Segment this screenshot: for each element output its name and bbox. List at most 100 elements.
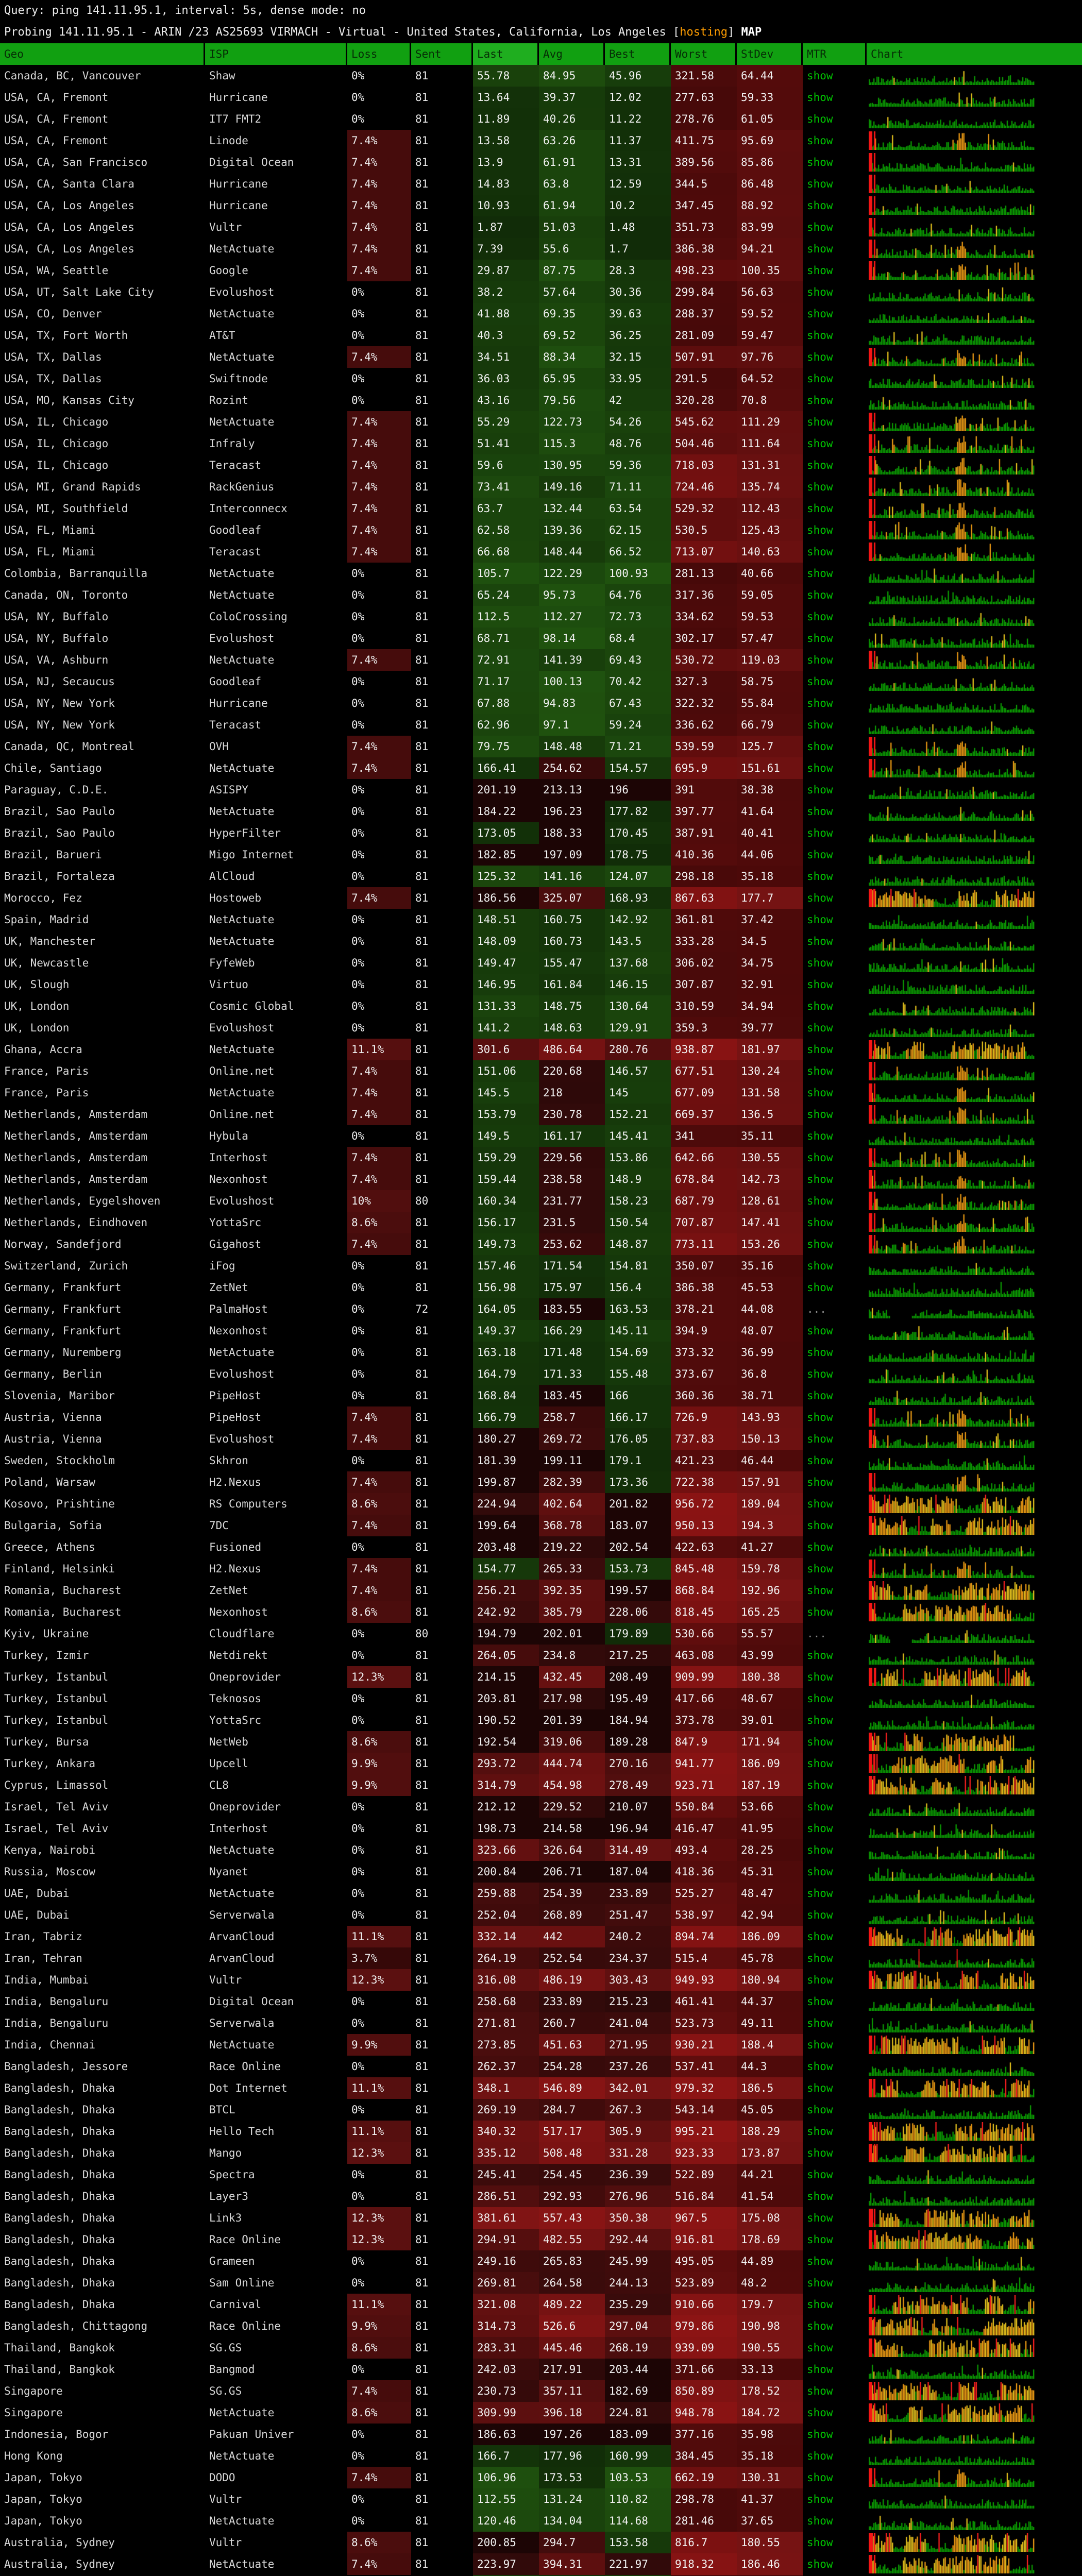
- mtr-show-link[interactable]: show: [807, 2277, 833, 2289]
- mtr-show-link[interactable]: show: [807, 2125, 833, 2138]
- mtr-show-link[interactable]: show: [807, 1130, 833, 1142]
- mtr-show-link[interactable]: show: [807, 156, 833, 168]
- mtr-show-link[interactable]: show: [807, 1844, 833, 1856]
- map-link[interactable]: MAP: [741, 26, 762, 39]
- mtr-show-link[interactable]: show: [807, 1043, 833, 1056]
- mtr-show-link[interactable]: show: [807, 1779, 833, 1791]
- mtr-show-link[interactable]: show: [807, 2104, 833, 2116]
- mtr-show-link[interactable]: show: [807, 892, 833, 904]
- mtr-show-link[interactable]: show: [807, 567, 833, 580]
- mtr-show-link[interactable]: show: [807, 2558, 833, 2570]
- mtr-show-link[interactable]: show: [807, 1346, 833, 1359]
- mtr-show-link[interactable]: show: [807, 286, 833, 298]
- mtr-show-link[interactable]: show: [807, 437, 833, 450]
- mtr-show-link[interactable]: show: [807, 784, 833, 796]
- mtr-show-link[interactable]: show: [807, 372, 833, 385]
- mtr-show-link[interactable]: show: [807, 481, 833, 493]
- mtr-show-link[interactable]: show: [807, 2342, 833, 2354]
- mtr-show-link[interactable]: show: [807, 221, 833, 233]
- mtr-show-link[interactable]: show: [807, 1563, 833, 1575]
- mtr-show-link[interactable]: show: [807, 264, 833, 277]
- mtr-show-link[interactable]: show: [807, 546, 833, 558]
- mtr-show-link[interactable]: show: [807, 1433, 833, 1445]
- mtr-show-link[interactable]: show: [807, 1887, 833, 1900]
- mtr-show-link[interactable]: show: [807, 1454, 833, 1467]
- mtr-show-link[interactable]: show: [807, 1714, 833, 1726]
- mtr-show-link[interactable]: show: [807, 416, 833, 428]
- mtr-show-link[interactable]: show: [807, 2515, 833, 2527]
- mtr-show-link[interactable]: show: [807, 697, 833, 709]
- mtr-show-link[interactable]: show: [807, 2233, 833, 2246]
- mtr-show-link[interactable]: show: [807, 935, 833, 947]
- mtr-show-link[interactable]: show: [807, 2320, 833, 2332]
- mtr-show-link[interactable]: show: [807, 957, 833, 969]
- mtr-show-link[interactable]: show: [807, 1325, 833, 1337]
- mtr-show-link[interactable]: show: [807, 134, 833, 147]
- mtr-show-link[interactable]: show: [807, 1216, 833, 1229]
- mtr-show-link[interactable]: show: [807, 849, 833, 861]
- mtr-show-link[interactable]: show: [807, 1995, 833, 2008]
- mtr-show-link[interactable]: show: [807, 1974, 833, 1986]
- mtr-show-link[interactable]: show: [807, 1952, 833, 1964]
- mtr-show-link[interactable]: show: [807, 978, 833, 991]
- mtr-show-link[interactable]: show: [807, 1000, 833, 1012]
- mtr-show-link[interactable]: show: [807, 1260, 833, 1272]
- mtr-show-link[interactable]: show: [807, 1584, 833, 1597]
- mtr-show-link[interactable]: show: [807, 1389, 833, 1402]
- mtr-show-link[interactable]: show: [807, 2406, 833, 2419]
- mtr-show-link[interactable]: show: [807, 113, 833, 125]
- mtr-show-link[interactable]: show: [807, 1368, 833, 1380]
- mtr-show-link[interactable]: show: [807, 1801, 833, 1813]
- mtr-show-link[interactable]: show: [807, 1087, 833, 1099]
- mtr-show-link[interactable]: show: [807, 524, 833, 536]
- mtr-show-link[interactable]: show: [807, 2536, 833, 2549]
- mtr-show-link[interactable]: show: [807, 2017, 833, 2029]
- mtr-show-link[interactable]: show: [807, 2147, 833, 2159]
- mtr-show-link[interactable]: show: [807, 805, 833, 818]
- mtr-show-link[interactable]: show: [807, 2039, 833, 2051]
- mtr-show-link[interactable]: show: [807, 2168, 833, 2181]
- mtr-show-link[interactable]: show: [807, 2190, 833, 2202]
- mtr-show-link[interactable]: show: [807, 870, 833, 883]
- mtr-show-link[interactable]: show: [807, 2212, 833, 2224]
- mtr-show-link[interactable]: show: [807, 740, 833, 753]
- mtr-show-link[interactable]: show: [807, 1281, 833, 1294]
- mtr-show-link[interactable]: show: [807, 719, 833, 731]
- mtr-show-link[interactable]: show: [807, 1736, 833, 1748]
- mtr-show-link[interactable]: show: [807, 589, 833, 601]
- mtr-show-link[interactable]: show: [807, 1606, 833, 1618]
- mtr-show-link[interactable]: show: [807, 1692, 833, 1705]
- mtr-show-link[interactable]: show: [807, 1909, 833, 1921]
- mtr-show-link[interactable]: show: [807, 1108, 833, 1121]
- mtr-show-link[interactable]: show: [807, 2298, 833, 2311]
- mtr-show-link[interactable]: show: [807, 2363, 833, 2376]
- mtr-show-link[interactable]: show: [807, 1757, 833, 1770]
- mtr-show-link[interactable]: show: [807, 827, 833, 839]
- mtr-show-link[interactable]: show: [807, 1519, 833, 1532]
- mtr-show-link[interactable]: show: [807, 1866, 833, 1878]
- mtr-show-link[interactable]: show: [807, 1022, 833, 1034]
- mtr-show-link[interactable]: show: [807, 178, 833, 190]
- mtr-show-link[interactable]: show: [807, 632, 833, 645]
- mtr-show-link[interactable]: show: [807, 611, 833, 623]
- mtr-show-link[interactable]: show: [807, 1671, 833, 1683]
- mtr-show-link[interactable]: show: [807, 1541, 833, 1553]
- mtr-show-link[interactable]: show: [807, 654, 833, 666]
- mtr-show-link[interactable]: show: [807, 70, 833, 82]
- mtr-show-link[interactable]: show: [807, 1151, 833, 1164]
- mtr-show-link[interactable]: show: [807, 675, 833, 688]
- mtr-show-link[interactable]: show: [807, 2082, 833, 2094]
- mtr-show-link[interactable]: show: [807, 308, 833, 320]
- mtr-show-link[interactable]: show: [807, 1476, 833, 1488]
- mtr-show-link[interactable]: show: [807, 351, 833, 363]
- mtr-show-link[interactable]: show: [807, 762, 833, 774]
- mtr-show-link[interactable]: show: [807, 2493, 833, 2505]
- mtr-show-link[interactable]: show: [807, 2428, 833, 2441]
- mtr-show-link[interactable]: show: [807, 1498, 833, 1510]
- mtr-show-link[interactable]: show: [807, 1411, 833, 1423]
- mtr-show-link[interactable]: show: [807, 2060, 833, 2073]
- mtr-show-link[interactable]: show: [807, 1173, 833, 1185]
- mtr-show-link[interactable]: show: [807, 2255, 833, 2267]
- mtr-show-link[interactable]: show: [807, 1238, 833, 1250]
- mtr-show-link[interactable]: show: [807, 2471, 833, 2484]
